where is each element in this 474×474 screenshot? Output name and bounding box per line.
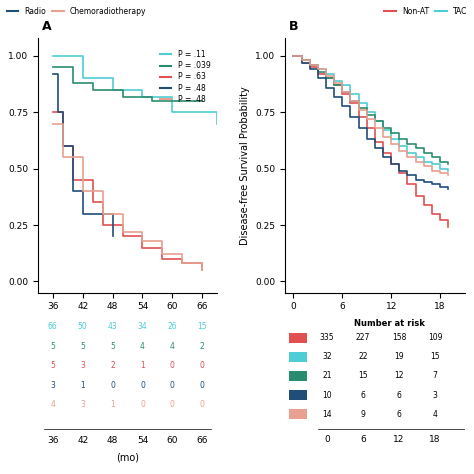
Text: 5: 5 bbox=[50, 361, 55, 370]
Text: 3: 3 bbox=[50, 381, 55, 390]
Text: 7: 7 bbox=[433, 372, 438, 381]
Legend: Non-AT, TAC: Non-AT, TAC bbox=[381, 4, 470, 19]
Text: 10: 10 bbox=[322, 391, 332, 400]
Text: 9: 9 bbox=[361, 410, 365, 419]
Text: 12: 12 bbox=[393, 436, 405, 444]
Text: 6: 6 bbox=[360, 436, 366, 444]
Text: 109: 109 bbox=[428, 333, 442, 342]
Bar bbox=[289, 410, 307, 419]
Text: B: B bbox=[289, 20, 298, 33]
Text: 0: 0 bbox=[324, 436, 330, 444]
Text: 0: 0 bbox=[200, 361, 205, 370]
Text: 5: 5 bbox=[110, 342, 115, 351]
Text: 12: 12 bbox=[394, 372, 404, 381]
Text: 50: 50 bbox=[78, 322, 88, 331]
Text: 3: 3 bbox=[80, 400, 85, 409]
Bar bbox=[289, 352, 307, 362]
Text: 26: 26 bbox=[167, 322, 177, 331]
Text: 48: 48 bbox=[107, 436, 118, 445]
Text: 4: 4 bbox=[170, 342, 175, 351]
Text: 227: 227 bbox=[356, 333, 370, 342]
Text: 66: 66 bbox=[48, 322, 58, 331]
Text: 36: 36 bbox=[47, 436, 59, 445]
Text: 4: 4 bbox=[140, 342, 145, 351]
Text: Number at risk: Number at risk bbox=[354, 319, 425, 328]
Text: 0: 0 bbox=[200, 381, 205, 390]
Text: 1: 1 bbox=[81, 381, 85, 390]
Text: 21: 21 bbox=[322, 372, 332, 381]
Bar bbox=[289, 333, 307, 343]
Text: 3: 3 bbox=[80, 361, 85, 370]
Text: 2: 2 bbox=[110, 361, 115, 370]
Bar bbox=[289, 390, 307, 400]
Text: 5: 5 bbox=[50, 342, 55, 351]
Text: 2: 2 bbox=[200, 342, 205, 351]
Text: 158: 158 bbox=[392, 333, 406, 342]
Y-axis label: Disease-free Survival Probability: Disease-free Survival Probability bbox=[240, 86, 250, 245]
Text: 4: 4 bbox=[50, 400, 55, 409]
Text: 6: 6 bbox=[397, 410, 401, 419]
Text: 43: 43 bbox=[108, 322, 118, 331]
Text: 14: 14 bbox=[322, 410, 332, 419]
Text: 22: 22 bbox=[358, 352, 368, 361]
Text: 19: 19 bbox=[394, 352, 404, 361]
Legend: P = .11, P = .039, P = .63, P = .48, P = .48: P = .11, P = .039, P = .63, P = .48, P =… bbox=[157, 47, 213, 107]
Text: 32: 32 bbox=[322, 352, 332, 361]
Text: 60: 60 bbox=[166, 436, 178, 445]
Text: 5: 5 bbox=[80, 342, 85, 351]
Text: 1: 1 bbox=[110, 400, 115, 409]
Text: 34: 34 bbox=[137, 322, 147, 331]
Text: 54: 54 bbox=[137, 436, 148, 445]
Text: 0: 0 bbox=[110, 381, 115, 390]
Text: (mo): (mo) bbox=[116, 453, 139, 463]
Text: 0: 0 bbox=[140, 381, 145, 390]
Text: 6: 6 bbox=[397, 391, 401, 400]
Text: 0: 0 bbox=[170, 361, 175, 370]
Bar bbox=[289, 371, 307, 381]
Text: 6: 6 bbox=[361, 391, 365, 400]
Text: 15: 15 bbox=[430, 352, 440, 361]
Text: 18: 18 bbox=[429, 436, 441, 444]
Text: 3: 3 bbox=[433, 391, 438, 400]
Text: 4: 4 bbox=[433, 410, 438, 419]
Text: 0: 0 bbox=[170, 400, 175, 409]
Text: 1: 1 bbox=[140, 361, 145, 370]
Text: 66: 66 bbox=[197, 436, 208, 445]
Text: 0: 0 bbox=[200, 400, 205, 409]
Legend: Radio, Chemoradiotherapy: Radio, Chemoradiotherapy bbox=[4, 4, 149, 19]
Text: 15: 15 bbox=[358, 372, 368, 381]
Text: 15: 15 bbox=[197, 322, 207, 331]
Text: 42: 42 bbox=[77, 436, 88, 445]
Text: 0: 0 bbox=[170, 381, 175, 390]
Text: 0: 0 bbox=[140, 400, 145, 409]
Text: A: A bbox=[42, 20, 51, 33]
Text: 335: 335 bbox=[320, 333, 335, 342]
